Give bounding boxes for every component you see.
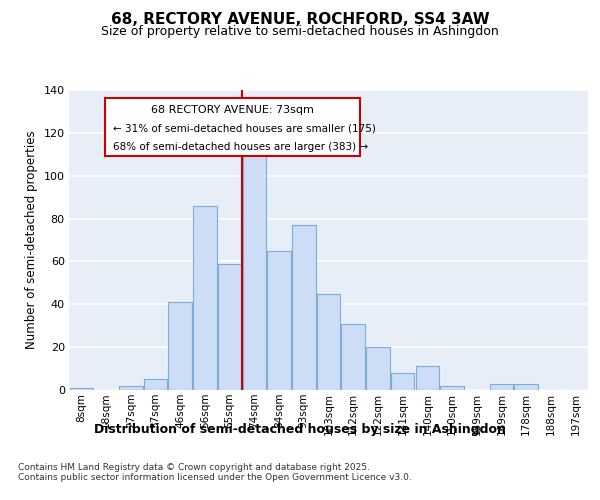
Text: 68% of semi-detached houses are larger (383) →: 68% of semi-detached houses are larger (… xyxy=(113,142,368,152)
Text: 68 RECTORY AVENUE: 73sqm: 68 RECTORY AVENUE: 73sqm xyxy=(151,105,314,115)
Bar xyxy=(317,294,340,390)
Bar xyxy=(514,384,538,390)
Bar xyxy=(144,380,167,390)
Text: Distribution of semi-detached houses by size in Ashingdon: Distribution of semi-detached houses by … xyxy=(94,422,506,436)
FancyBboxPatch shape xyxy=(106,98,359,156)
Bar xyxy=(490,384,513,390)
Bar xyxy=(242,154,266,390)
Bar xyxy=(292,225,316,390)
Bar xyxy=(169,302,192,390)
Bar xyxy=(193,206,217,390)
Bar xyxy=(218,264,241,390)
Bar xyxy=(440,386,464,390)
Bar xyxy=(341,324,365,390)
Bar xyxy=(268,250,291,390)
Bar xyxy=(391,373,415,390)
Bar xyxy=(366,347,389,390)
Bar xyxy=(416,366,439,390)
Text: ← 31% of semi-detached houses are smaller (175): ← 31% of semi-detached houses are smalle… xyxy=(113,124,376,134)
Text: Size of property relative to semi-detached houses in Ashingdon: Size of property relative to semi-detach… xyxy=(101,25,499,38)
Text: Contains HM Land Registry data © Crown copyright and database right 2025.
Contai: Contains HM Land Registry data © Crown c… xyxy=(18,462,412,482)
Y-axis label: Number of semi-detached properties: Number of semi-detached properties xyxy=(25,130,38,350)
Text: 68, RECTORY AVENUE, ROCHFORD, SS4 3AW: 68, RECTORY AVENUE, ROCHFORD, SS4 3AW xyxy=(110,12,490,28)
Bar xyxy=(70,388,93,390)
Bar xyxy=(119,386,143,390)
